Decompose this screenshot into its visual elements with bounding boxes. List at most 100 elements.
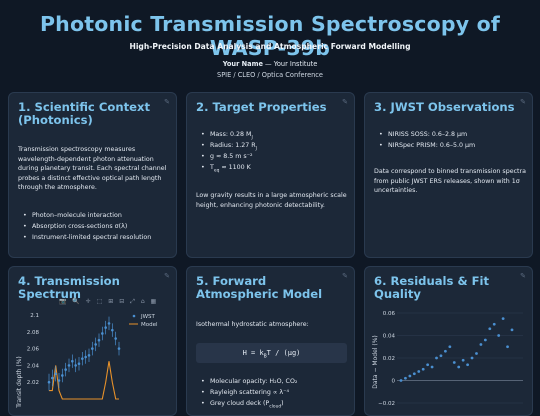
list-item: Grey cloud deck (Pcloud) — [196, 398, 350, 409]
data-point — [435, 356, 438, 360]
panel-target-properties: ✎ 2. Target Properties Mass: 0.28 MJ Rad… — [186, 92, 355, 258]
page-subtitle: High-Precision Data Analysis and Atmosph… — [129, 42, 411, 51]
y-tick-label: 2.02 — [27, 380, 39, 386]
data-point — [439, 354, 443, 358]
model-series-line — [49, 361, 119, 400]
legend-marker-jwst — [132, 314, 136, 318]
data-point — [111, 328, 114, 332]
data-point — [483, 338, 487, 342]
legend-label-model: Model — [141, 322, 158, 328]
y-tick-label: 0.04 — [383, 334, 396, 340]
scale-height-equation: H = kBT / (μg) — [196, 343, 347, 363]
edit-pencil-icon[interactable]: ✎ — [520, 98, 526, 106]
panel-body-text: Transmission spectroscopy measures wavel… — [18, 146, 167, 191]
data-point — [104, 326, 107, 329]
bullet-list: Photon–molecule interaction Absorption c… — [18, 210, 172, 243]
data-point — [501, 317, 505, 321]
data-point — [101, 332, 104, 335]
author-institute: Your Institute — [273, 60, 318, 68]
list-item: Mass: 0.28 MJ — [196, 129, 350, 140]
data-point — [97, 338, 101, 342]
data-point — [510, 328, 514, 332]
y-tick-label: −0.02 — [378, 401, 395, 407]
conference-line: SPIE / CLEO / Optica Conference — [217, 71, 323, 79]
data-point — [117, 347, 121, 350]
list-item: Photon–molecule interaction — [18, 210, 172, 221]
y-axis-label: Transit depth (%) — [16, 356, 23, 409]
panel-body-text: Isothermal hydrostatic atmosphere: — [196, 321, 309, 328]
list-item: Molecular opacity: H₂O, CO₂ — [196, 376, 350, 387]
data-point — [77, 362, 81, 366]
data-point — [64, 368, 67, 371]
panel-body-text: Low gravity results in a large atmospher… — [196, 192, 347, 209]
edit-pencil-icon[interactable]: ✎ — [520, 272, 526, 280]
y-tick-label: 2.08 — [27, 330, 40, 336]
data-point — [448, 345, 452, 349]
data-point — [417, 370, 421, 373]
panel-body-text: Data correspond to binned transmission s… — [374, 168, 526, 194]
list-item: Teq ≈ 1100 K — [196, 162, 350, 173]
data-point — [47, 380, 51, 384]
data-point — [87, 354, 91, 357]
data-point — [67, 364, 71, 367]
list-item: NIRSpec PRISM: 0.6–5.0 μm — [374, 140, 528, 151]
author-line: Your Name — Your Institute — [0, 60, 540, 68]
panel-title: 3. JWST Observations — [374, 100, 515, 114]
y-tick-label: 2.06 — [27, 347, 40, 353]
data-point — [57, 379, 61, 382]
data-point — [114, 337, 117, 340]
data-point — [81, 357, 84, 360]
bullet-list: Mass: 0.28 MJ Radius: 1.27 RJ g ≈ 8.5 m … — [196, 129, 350, 173]
list-item: Radius: 1.27 RJ — [196, 140, 350, 151]
data-point — [412, 372, 416, 376]
data-point — [466, 363, 469, 367]
data-point — [54, 372, 57, 376]
data-point — [506, 345, 509, 349]
y-tick-label: 2.1 — [30, 313, 39, 319]
author-separator: — — [262, 60, 274, 68]
panel-residuals: ✎ 6. Residuals & Fit Quality Data − Mode… — [364, 266, 533, 416]
y-tick-label: 0.06 — [383, 311, 396, 317]
data-point — [444, 349, 447, 353]
legend-label-jwst: JWST — [140, 314, 156, 320]
panel-jwst-observations: ✎ 3. JWST Observations NIRISS SOSS: 0.6–… — [364, 92, 533, 258]
edit-pencil-icon[interactable]: ✎ — [342, 98, 348, 106]
list-item: Instrument-limited spectral resolution — [18, 232, 172, 243]
data-point — [497, 334, 501, 337]
data-point — [426, 363, 430, 367]
data-point — [94, 343, 97, 346]
list-item: Rayleigh scattering ∝ λ⁻⁴ — [196, 387, 350, 398]
y-tick-label: 0.02 — [383, 356, 395, 362]
data-point — [421, 367, 425, 371]
data-point — [492, 322, 496, 326]
data-point — [452, 361, 456, 364]
list-item: NIRISS SOSS: 0.6–2.8 μm — [374, 129, 528, 140]
panel-title: 6. Residuals & Fit Quality — [374, 274, 490, 301]
panel-transmission-spectrum: ✎ 4. Transmission Spectrum 📷 🔍 ✛ ⬚ ⊞ ⊟ ⤢… — [8, 266, 177, 416]
panel-scientific-context: ✎ 1. Scientific Context (Photonics) Tran… — [8, 92, 177, 258]
data-point — [408, 374, 412, 378]
page-title: Photonic Transmission Spectroscopy of WA… — [39, 12, 501, 60]
list-item: Absorption cross-sections σ(λ) — [18, 221, 172, 232]
bullet-list: NIRISS SOSS: 0.6–2.8 μm NIRSpec PRISM: 0… — [374, 129, 528, 151]
data-point — [475, 352, 478, 355]
edit-pencil-icon[interactable]: ✎ — [164, 272, 170, 280]
data-point — [457, 365, 461, 369]
y-tick-label: 0 — [392, 379, 396, 385]
edit-pencil-icon[interactable]: ✎ — [342, 272, 348, 280]
data-point — [61, 374, 64, 377]
data-point — [71, 359, 74, 363]
data-point — [479, 343, 483, 346]
panel-title: 2. Target Properties — [196, 100, 327, 114]
data-point — [51, 376, 54, 380]
data-point — [404, 376, 407, 380]
chart-toolbar[interactable]: 📷 🔍 ✛ ⬚ ⊞ ⊟ ⤢ ⌂ ▦ — [59, 298, 159, 305]
author-name: Your Name — [222, 60, 263, 68]
data-point — [74, 364, 77, 367]
data-point — [430, 365, 434, 369]
data-point — [399, 379, 403, 382]
panel-title: 4. Transmission Spectrum — [18, 274, 120, 301]
data-point — [470, 356, 474, 360]
panel-forward-model: ✎ 5. Forward Atmospheric Model Isotherma… — [186, 266, 355, 416]
edit-pencil-icon[interactable]: ✎ — [164, 98, 170, 106]
